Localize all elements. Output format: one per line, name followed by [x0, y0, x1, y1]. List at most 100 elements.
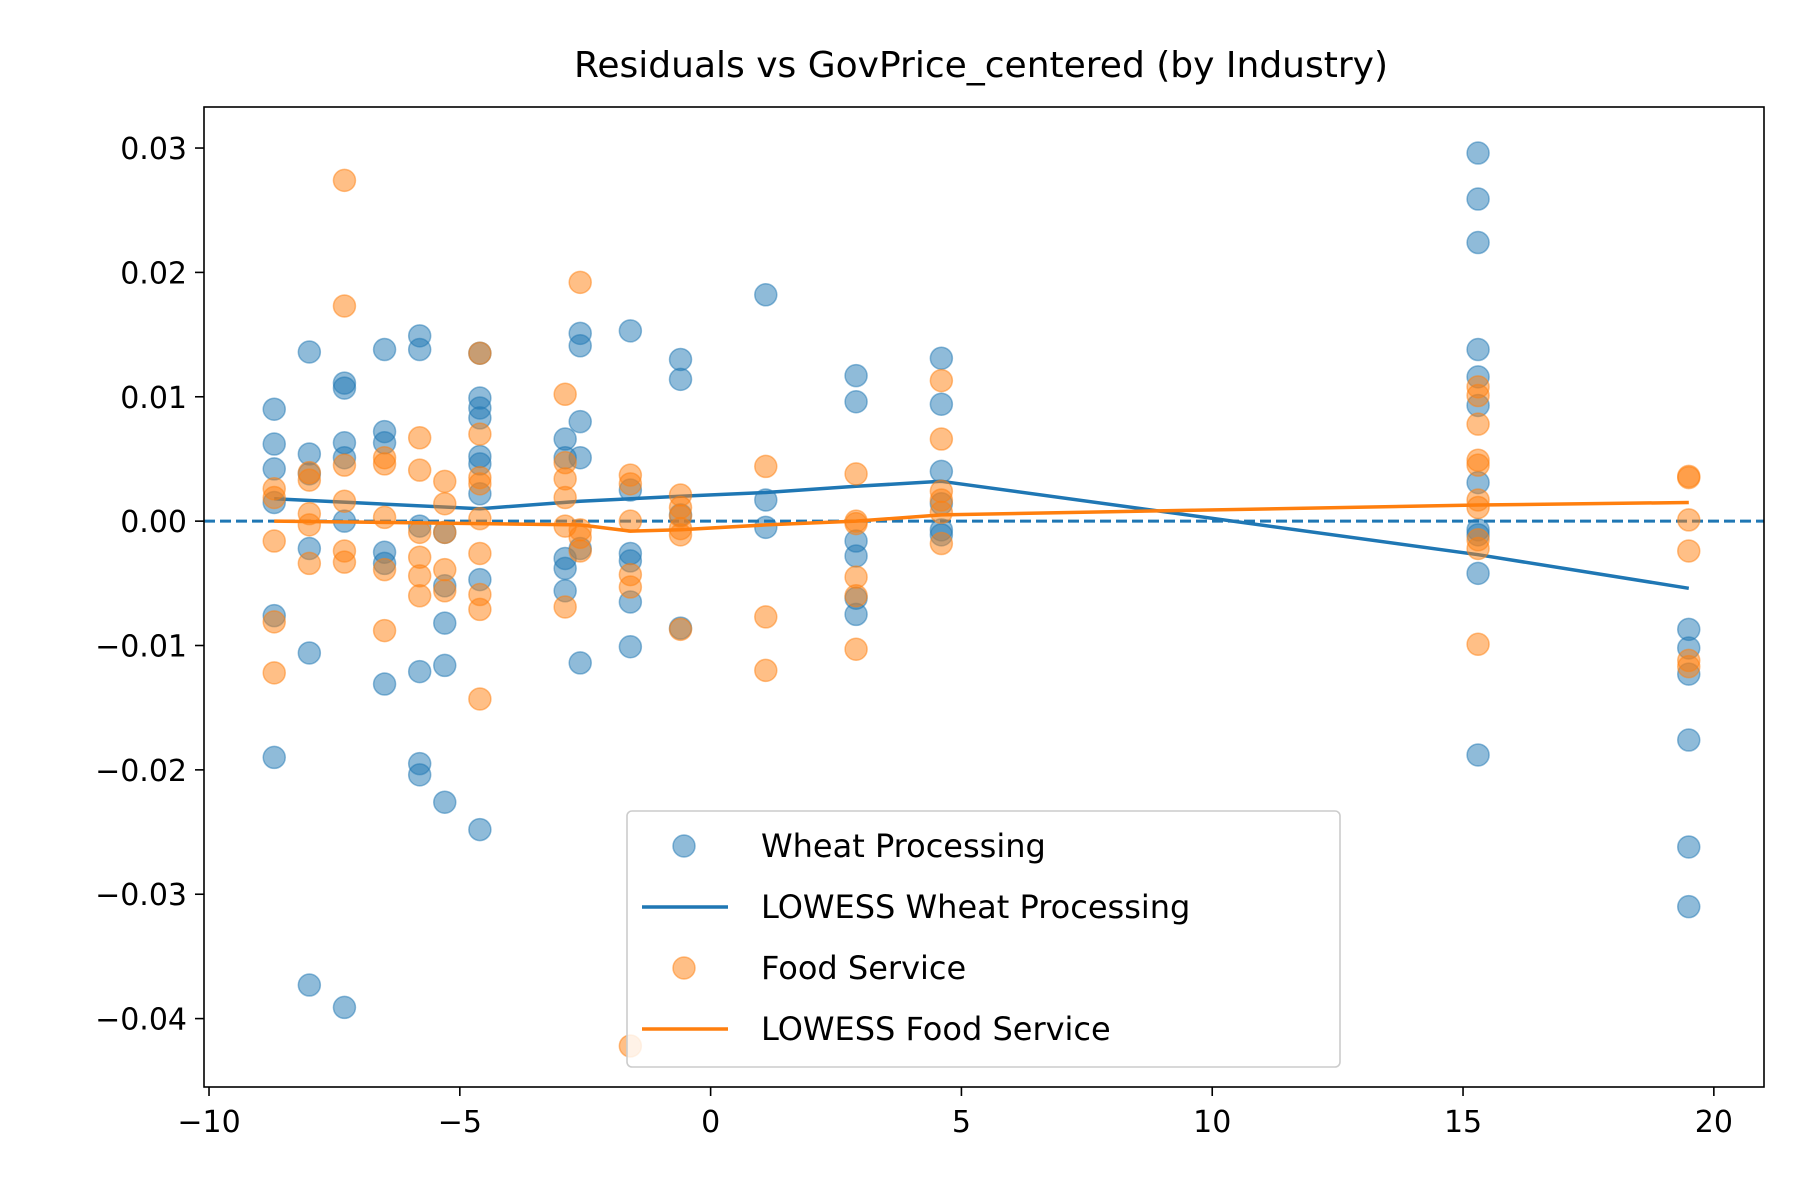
data-point	[332, 489, 357, 513]
data-point	[844, 584, 868, 608]
y-tick-label: −0.04	[95, 1003, 187, 1038]
data-point	[372, 618, 397, 643]
x-tick-label: −5	[438, 1105, 482, 1140]
chart-title: Residuals vs GovPrice_centered (by Indus…	[574, 45, 1388, 86]
data-point	[332, 995, 357, 1020]
data-point	[407, 564, 432, 588]
data-point	[568, 270, 592, 295]
data-point	[262, 529, 286, 553]
data-point	[754, 283, 778, 307]
data-point	[372, 672, 397, 696]
data-point	[332, 168, 357, 193]
data-point	[754, 658, 778, 683]
legend-label: Wheat Processing	[761, 827, 1046, 865]
data-point	[433, 557, 457, 582]
data-point	[1466, 743, 1490, 767]
data-point	[433, 491, 457, 516]
data-point	[1466, 561, 1490, 586]
series-lowess-food-service	[274, 500, 1689, 533]
data-point	[332, 453, 357, 477]
data-point	[1677, 508, 1701, 532]
data-point	[1466, 187, 1490, 211]
data-point	[1677, 894, 1701, 919]
data-point	[262, 457, 286, 481]
data-point	[1466, 337, 1490, 362]
data-point	[407, 763, 432, 787]
data-point	[372, 505, 397, 530]
data-point	[433, 520, 457, 545]
data-point	[618, 634, 643, 659]
data-point	[297, 468, 322, 492]
data-point	[1466, 230, 1490, 255]
data-point	[468, 472, 492, 496]
data-point	[1466, 632, 1490, 657]
plot-area	[204, 141, 1764, 1058]
data-point	[553, 485, 577, 510]
data-point	[929, 459, 954, 484]
data-point	[468, 422, 492, 446]
data-point	[1677, 728, 1701, 752]
legend-box	[626, 810, 1341, 1068]
data-point	[262, 661, 286, 685]
data-point	[618, 472, 643, 496]
y-tick-label: −0.03	[95, 878, 187, 913]
legend-label: LOWESS Food Service	[761, 1010, 1111, 1048]
data-point	[1466, 383, 1490, 408]
x-tick-label: 15	[1444, 1105, 1482, 1140]
legend-label: Food Service	[761, 949, 966, 987]
y-tick-label: −0.01	[95, 630, 187, 665]
data-point	[929, 346, 954, 370]
data-point	[297, 641, 322, 665]
data-point	[407, 659, 432, 684]
data-point	[844, 511, 868, 536]
data-point	[754, 515, 778, 540]
x-tick-label: 20	[1695, 1105, 1733, 1140]
data-point	[1466, 453, 1490, 477]
data-point	[668, 367, 693, 392]
data-point	[433, 653, 457, 678]
data-point	[929, 392, 954, 416]
data-point	[1466, 536, 1490, 561]
data-point	[297, 340, 322, 364]
data-point	[262, 745, 286, 770]
x-tick-label: 0	[701, 1105, 720, 1140]
data-point	[407, 337, 432, 362]
data-point	[844, 637, 868, 661]
data-point	[372, 557, 397, 582]
data-point	[297, 551, 322, 576]
lowess-line	[274, 479, 1690, 591]
data-point	[754, 454, 778, 479]
data-point	[754, 605, 778, 629]
data-point	[668, 523, 693, 547]
legend-marker-scatter	[672, 834, 696, 858]
data-point	[553, 382, 577, 407]
data-point	[332, 550, 357, 574]
data-point	[929, 531, 954, 556]
data-point	[372, 452, 397, 476]
data-point	[468, 341, 492, 365]
series-lowess-wheat-processing	[274, 479, 1690, 591]
data-point	[332, 376, 357, 400]
data-point	[468, 817, 492, 842]
x-tick-label: 5	[952, 1105, 971, 1140]
data-point	[568, 409, 592, 434]
data-point	[262, 397, 286, 421]
data-point	[262, 610, 286, 634]
plot-frame	[203, 106, 1765, 1088]
x-tick-label: −10	[177, 1105, 240, 1140]
lowess-line	[274, 500, 1689, 533]
data-point	[1466, 412, 1490, 436]
data-point	[568, 334, 592, 358]
data-point	[372, 337, 397, 362]
data-point	[297, 973, 322, 997]
legend: Wheat Processing LOWESS Wheat Processing F…	[626, 810, 1341, 1068]
legend-label: LOWESS Wheat Processing	[761, 888, 1190, 926]
y-tick-label: 0.01	[120, 381, 187, 416]
data-point	[468, 506, 492, 531]
series-layer	[262, 141, 1701, 1058]
y-tick-label: −0.02	[95, 754, 187, 789]
data-point	[407, 458, 432, 482]
data-point	[297, 513, 322, 537]
data-point	[553, 595, 577, 619]
